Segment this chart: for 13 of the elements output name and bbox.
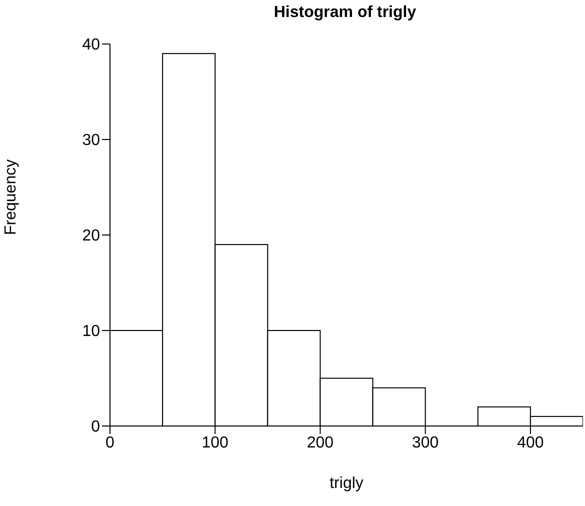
y-tick-label: 0	[91, 418, 100, 436]
y-axis-title: Frequency	[2, 159, 20, 235]
y-tick-label: 40	[82, 36, 100, 54]
x-axis-title: trigly	[330, 475, 364, 492]
x-tick-label: 200	[306, 434, 334, 452]
chart-title: Histogram of trigly	[272, 4, 418, 22]
y-tick-label: 30	[82, 132, 100, 150]
x-tick-label: 400	[517, 434, 544, 452]
x-tick-label: 100	[202, 434, 229, 452]
x-tick-label: 0	[106, 434, 115, 452]
x-tick-label: 300	[412, 434, 439, 452]
y-tick-label: 10	[82, 323, 100, 340]
y-tick-label: 20	[82, 228, 100, 245]
